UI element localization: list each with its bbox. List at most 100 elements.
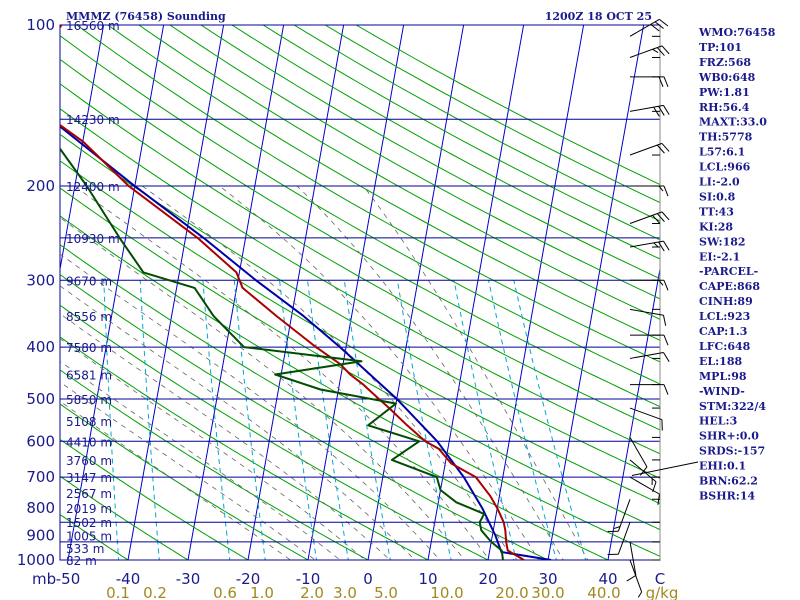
wind-barb-feather bbox=[663, 334, 669, 346]
mixing-ratio-tick-label: 10.0 bbox=[430, 584, 463, 600]
wind-barb bbox=[629, 308, 667, 326]
wind-barb-feather bbox=[656, 213, 665, 222]
wind-barb-shaft bbox=[629, 142, 663, 156]
wind-barb-shaft bbox=[629, 308, 664, 316]
plot-frame bbox=[59, 24, 661, 561]
wind-barb-shaft bbox=[629, 407, 663, 421]
wind-barb bbox=[629, 240, 670, 252]
dry-adiabat-line bbox=[169, 25, 660, 300]
wind-barb-shaft bbox=[617, 499, 631, 532]
pressure-label: 400 bbox=[26, 338, 55, 356]
wind-barb bbox=[607, 521, 660, 556]
x-unit-label: mb bbox=[32, 570, 56, 588]
height-label: 5108 m bbox=[66, 415, 112, 429]
mixing-ratio-tick-label: 2.0 bbox=[300, 584, 324, 600]
dry-adiabat-line bbox=[60, 215, 660, 557]
hodograph-pointer bbox=[631, 461, 699, 476]
height-label: 1005 m bbox=[66, 530, 112, 544]
dry-adiabat-line bbox=[60, 475, 189, 560]
wind-barb-feather bbox=[650, 23, 660, 32]
height-label: 1502 m bbox=[66, 516, 112, 530]
height-label: 533 m bbox=[66, 542, 104, 556]
temperature-tick-label: -30 bbox=[176, 570, 201, 588]
moist-adiabat-line bbox=[60, 360, 341, 560]
isotherm-line bbox=[607, 266, 660, 560]
sounding-index: SI:0.8 bbox=[699, 190, 736, 203]
wind-barb-feather bbox=[663, 76, 669, 88]
height-label: 82 m bbox=[66, 554, 97, 568]
pressure-label: 100 bbox=[26, 16, 55, 34]
wind-barb-feather bbox=[658, 106, 665, 116]
wind-barb-feather bbox=[652, 214, 661, 224]
pressure-label: 500 bbox=[26, 390, 55, 408]
wind-barb-feather bbox=[658, 185, 664, 192]
temperature-tick-label: -50 bbox=[56, 570, 81, 588]
sounding-index: TT:43 bbox=[699, 205, 734, 218]
wind-barb bbox=[629, 407, 663, 431]
mixing-ratio-tick-label: 20.0 bbox=[495, 584, 528, 600]
wind-barb-shaft bbox=[629, 541, 637, 576]
wind-barb-shaft bbox=[617, 522, 631, 555]
wind-barb-feather bbox=[653, 106, 660, 117]
sounding-index: TH:5778 bbox=[699, 131, 753, 144]
pressure-label: 700 bbox=[26, 468, 55, 486]
wind-barb-feather bbox=[661, 143, 670, 152]
dry-adiabat-line bbox=[106, 25, 660, 341]
wind-barb bbox=[630, 185, 669, 197]
temperature-tick-label: C bbox=[655, 570, 665, 588]
wind-barb-feather bbox=[663, 240, 670, 251]
sounding-index: PW:1.81 bbox=[699, 86, 750, 99]
height-label: 7580 m bbox=[66, 341, 112, 355]
dry-adiabat-line bbox=[60, 304, 490, 560]
wind-barb-feather bbox=[658, 241, 665, 252]
mixing-ratio-tick-label: 1.0 bbox=[250, 584, 274, 600]
temperature-tick-label: 20 bbox=[478, 570, 497, 588]
wind-barb-shaft bbox=[629, 352, 664, 359]
wind-barb-shaft bbox=[629, 459, 657, 483]
sounding-index: WMO:76458 bbox=[698, 26, 776, 39]
wind-barb-feather bbox=[658, 76, 664, 88]
wind-barb-column bbox=[607, 18, 699, 598]
isotherm-line bbox=[487, 25, 585, 560]
sounding-index: LI:-2.0 bbox=[699, 176, 740, 189]
wind-barb bbox=[629, 104, 670, 117]
parcel-trace bbox=[60, 125, 552, 560]
wind-barb-feather bbox=[663, 384, 669, 395]
mixing-ratio-tick-label: 5.0 bbox=[374, 584, 398, 600]
wind-barb bbox=[630, 384, 669, 395]
wind-barb-shaft bbox=[629, 18, 660, 37]
wind-barb bbox=[629, 45, 670, 58]
wind-barb-shaft bbox=[629, 104, 664, 112]
moist-adiabat-line bbox=[219, 185, 540, 560]
wind-barb bbox=[630, 334, 669, 346]
dry-adiabat-line bbox=[231, 25, 660, 260]
height-label: 10930 m bbox=[66, 232, 120, 246]
temperature-tick-label: 40 bbox=[598, 570, 617, 588]
wind-barb bbox=[629, 559, 660, 598]
mixing-ratio-tick-label: 0.1 bbox=[106, 584, 130, 600]
wind-barb-shaft bbox=[629, 476, 660, 495]
sounding-index: CAPE:868 bbox=[699, 280, 760, 293]
wind-barb-feather bbox=[652, 48, 659, 54]
height-label: 2567 m bbox=[66, 487, 112, 501]
height-label: 6581 m bbox=[66, 368, 112, 382]
moist-adiabat-line bbox=[60, 253, 441, 560]
sounding-time: 1200Z 18 OCT 25 bbox=[545, 10, 652, 23]
dry-adiabat-line bbox=[60, 58, 660, 408]
sounding-indices-panel: WMO:76458 TP:101 FRZ:568 WB0:648 PW:1.81 RH:5… bbox=[698, 26, 776, 502]
wind-barb bbox=[629, 142, 670, 156]
wind-barb-feather bbox=[654, 21, 664, 29]
dry-adiabat-line bbox=[200, 25, 660, 280]
sounding-index: SRDS:-157 bbox=[699, 445, 765, 458]
dry-adiabat-line bbox=[60, 244, 610, 560]
wind-barb bbox=[630, 279, 669, 291]
wind-barb-feather bbox=[663, 352, 670, 362]
sounding-index: BRN:62.2 bbox=[699, 475, 758, 488]
moist-adiabat-line bbox=[60, 338, 366, 560]
wind-barb-feather bbox=[613, 526, 621, 530]
sounding-index: EL:188 bbox=[699, 355, 742, 368]
moist-adiabat-line bbox=[60, 313, 391, 560]
wind-barb-feather bbox=[662, 315, 667, 326]
wind-barb bbox=[629, 211, 670, 225]
dewpoint-trace bbox=[60, 147, 504, 560]
